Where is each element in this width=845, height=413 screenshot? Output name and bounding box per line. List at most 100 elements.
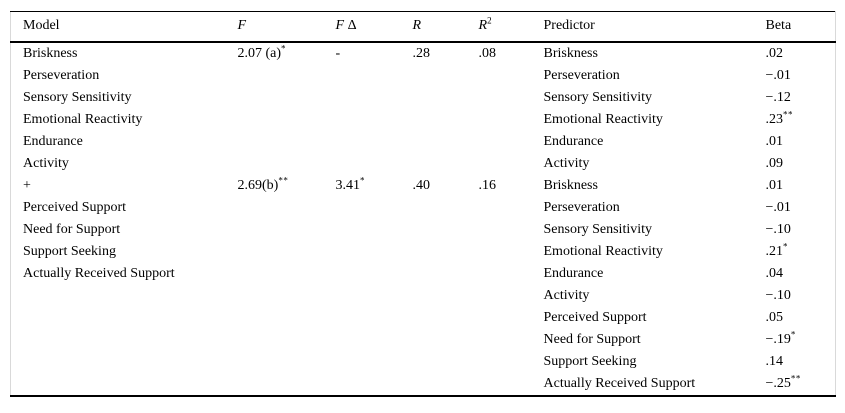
cell-value: .08 [478,45,497,61]
cell-value: .02 [765,45,784,61]
cell-beta: .21* [766,241,836,263]
header-label-f: F [237,18,247,34]
cell-f [238,241,336,263]
cell-value: - [335,45,341,61]
cell-r2 [479,109,544,131]
cell-fd [336,65,413,87]
cell-value: Need for Support [23,221,121,237]
cell-beta: −.10 [766,285,836,307]
cell-value: Endurance [543,133,604,149]
significance-marker: ** [278,174,289,185]
cell-r [413,131,479,153]
cell-f: 2.07 (a)* [238,42,336,65]
header-cell-r2: R2 [478,11,544,43]
cell-fd [336,197,413,219]
header-label-r2-sup: 2 [487,15,493,26]
cell-fd: 3.41* [336,175,413,197]
cell-value: Sensory Sensitivity [23,89,132,105]
header-label-fd: Δ [344,18,357,34]
cell-value: .14 [765,353,784,369]
cell-fd [336,241,413,263]
cell-r2 [479,219,544,241]
cell-value: −.10 [765,287,791,303]
cell-f: 2.69(b)** [238,175,336,197]
cell-f [238,307,336,329]
cell-predictor: Emotional Reactivity [544,109,766,131]
cell-value: Activity [23,155,69,171]
cell-value: Emotional Reactivity [23,111,143,127]
cell-beta: −.01 [766,65,836,87]
cell-r [413,329,479,351]
cell-beta: .14 [766,351,836,373]
cell-r2: .16 [479,175,544,197]
cell-r2 [479,307,544,329]
cell-value: .28 [412,45,431,61]
cell-r2: .08 [479,42,544,65]
cell-value: 3.41 [335,177,361,193]
header-label-beta: Beta [765,18,792,34]
header-cell-fd: F Δ [335,11,413,43]
cell-fd [336,307,413,329]
cell-f [238,219,336,241]
cell-predictor: Perceived Support [544,307,766,329]
cell-model: Need for Support [11,219,238,241]
cell-value: Need for Support [543,331,641,347]
cell-value: .09 [765,155,784,171]
cell-model: Briskness [11,42,238,65]
cell-value: Sensory Sensitivity [543,221,653,237]
header-label-r2: R [478,18,488,34]
cell-value: Perseveration [543,199,620,215]
cell-model: Support Seeking [11,241,238,263]
cell-value: −.12 [765,89,791,105]
cell-value: Perceived Support [23,199,127,215]
cell-fd [336,219,413,241]
cell-r2 [479,65,544,87]
cell-predictor: Activity [544,153,766,175]
cell-beta: −.10 [766,219,836,241]
cell-beta: .01 [766,175,836,197]
cell-value: .04 [765,265,784,281]
cell-r2 [479,241,544,263]
header-label-fd: F [335,18,345,34]
cell-f [238,197,336,219]
cell-value: Briskness [543,45,598,61]
cell-r [413,241,479,263]
cell-predictor: Need for Support [544,329,766,351]
cell-predictor: Briskness [544,175,766,197]
cell-value: 2.07 (a) [237,45,282,61]
cell-value: Endurance [543,265,604,281]
cell-value: Perceived Support [543,309,647,325]
cell-model [11,285,238,307]
cell-f [238,329,336,351]
header-cell-beta: Beta [765,11,836,43]
cell-beta: .04 [766,263,836,285]
table-row: Need for Support Sensory Sensitivity −.10 [11,219,836,241]
cell-predictor: Perseveration [544,197,766,219]
table-body: Briskness 2.07 (a)* - .28.08 Briskness .02 Per… [11,42,836,396]
cell-f [238,351,336,373]
cell-r [413,65,479,87]
cell-predictor: Activity [544,285,766,307]
cell-value: −.01 [765,67,791,83]
cell-predictor: Sensory Sensitivity [544,219,766,241]
significance-marker: ** [783,108,793,119]
cell-r [413,307,479,329]
cell-r2 [479,373,544,396]
cell-value: 2.69(b) [237,177,279,193]
cell-r2 [479,351,544,373]
regression-table: Model F F Δ R R2 Predictor Beta Briskness 2.07 … [10,11,836,397]
cell-r [413,197,479,219]
cell-model [11,351,238,373]
cell-f [238,153,336,175]
significance-marker: * [783,240,788,251]
cell-r [413,219,479,241]
cell-r [413,87,479,109]
cell-value: .16 [478,177,497,193]
cell-f [238,373,336,396]
cell-beta: .05 [766,307,836,329]
cell-model: Perseveration [11,65,238,87]
cell-value: Perseveration [23,67,100,83]
cell-r2 [479,87,544,109]
cell-predictor: Endurance [544,263,766,285]
cell-f [238,285,336,307]
